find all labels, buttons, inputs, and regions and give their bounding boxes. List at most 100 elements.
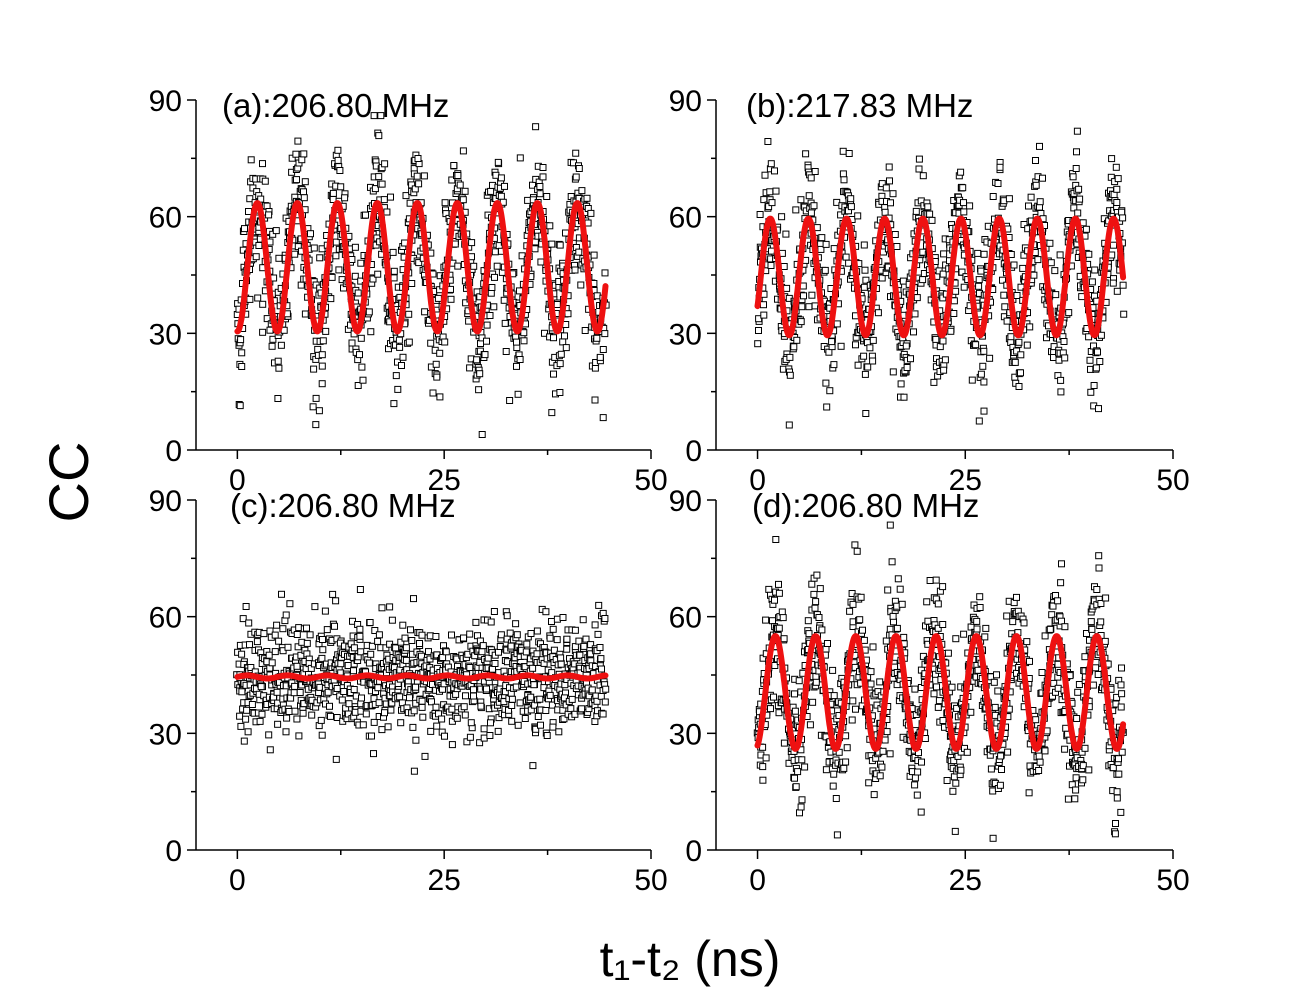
data-point bbox=[278, 590, 285, 598]
data-point bbox=[779, 614, 787, 622]
data-point bbox=[572, 173, 580, 181]
data-point bbox=[822, 379, 830, 387]
data-point bbox=[1038, 669, 1046, 676]
data-point bbox=[294, 137, 302, 145]
data-point bbox=[532, 123, 540, 131]
data-point bbox=[427, 339, 435, 347]
data-point bbox=[974, 249, 982, 257]
panel-title: (b):217.83 MHz bbox=[746, 87, 973, 124]
data-point bbox=[1052, 291, 1060, 299]
data-point bbox=[866, 344, 874, 352]
data-point bbox=[786, 371, 794, 379]
data-point bbox=[1009, 618, 1017, 626]
data-point bbox=[853, 547, 861, 555]
data-point bbox=[323, 626, 331, 634]
data-point bbox=[318, 380, 326, 388]
data-point bbox=[1113, 287, 1121, 295]
data-point bbox=[822, 766, 830, 774]
data-point bbox=[1071, 795, 1079, 803]
data-point bbox=[383, 208, 391, 216]
data-point bbox=[300, 188, 307, 196]
data-point bbox=[462, 692, 469, 700]
data-point bbox=[487, 187, 495, 195]
data-point bbox=[253, 638, 261, 646]
data-point bbox=[989, 787, 997, 795]
data-point bbox=[315, 407, 323, 415]
data-point bbox=[598, 665, 605, 673]
data-point bbox=[242, 715, 250, 723]
data-point bbox=[830, 692, 838, 700]
data-point bbox=[878, 763, 886, 771]
data-point bbox=[588, 686, 596, 694]
data-point bbox=[369, 275, 377, 283]
data-point bbox=[975, 276, 983, 284]
data-point bbox=[432, 360, 440, 368]
data-point bbox=[439, 654, 447, 661]
data-point bbox=[483, 337, 490, 345]
y-tick-label: 60 bbox=[669, 202, 702, 235]
data-point bbox=[436, 349, 444, 357]
data-point bbox=[1051, 267, 1059, 275]
data-point bbox=[429, 389, 437, 397]
data-point bbox=[357, 334, 365, 342]
data-point bbox=[316, 254, 324, 262]
data-point bbox=[762, 754, 770, 762]
data-point bbox=[317, 716, 325, 724]
data-point bbox=[830, 245, 838, 253]
data-point bbox=[860, 241, 868, 249]
data-point bbox=[795, 677, 803, 685]
data-point bbox=[378, 180, 386, 188]
data-point bbox=[940, 250, 948, 258]
data-point bbox=[879, 747, 887, 755]
data-point bbox=[1115, 770, 1123, 778]
data-point bbox=[993, 671, 1000, 679]
data-point bbox=[258, 710, 266, 718]
data-point bbox=[856, 616, 864, 624]
data-point bbox=[1075, 185, 1083, 193]
y-tick-label: 0 bbox=[685, 435, 702, 468]
data-point bbox=[522, 648, 530, 656]
data-point bbox=[768, 247, 775, 255]
data-point bbox=[501, 182, 508, 190]
data-point bbox=[917, 808, 925, 816]
data-point bbox=[833, 320, 841, 328]
data-point bbox=[1055, 356, 1063, 364]
data-point bbox=[975, 417, 983, 425]
data-point bbox=[980, 347, 988, 355]
data-point bbox=[847, 195, 855, 203]
data-point bbox=[418, 631, 426, 639]
data-point bbox=[487, 719, 494, 727]
data-point bbox=[886, 750, 894, 758]
data-point bbox=[887, 199, 894, 207]
data-point bbox=[950, 773, 958, 781]
panel-title: (d):206.80 MHz bbox=[752, 487, 979, 524]
data-point bbox=[303, 624, 310, 632]
data-point bbox=[579, 616, 587, 624]
data-point bbox=[546, 222, 554, 230]
data-point bbox=[266, 746, 274, 754]
data-point bbox=[388, 616, 396, 624]
data-point bbox=[859, 626, 866, 634]
data-point bbox=[587, 209, 595, 217]
data-point bbox=[1113, 794, 1121, 802]
data-point bbox=[396, 693, 404, 701]
data-point bbox=[543, 193, 551, 200]
data-point bbox=[867, 668, 875, 676]
data-point bbox=[319, 337, 327, 345]
y-axis-title: CC bbox=[37, 442, 100, 523]
data-point bbox=[900, 393, 908, 401]
data-point bbox=[1087, 388, 1095, 396]
panel-d: 0 30 60 90 0 25 50 (d):206.80 MHz bbox=[669, 485, 1190, 897]
data-point bbox=[798, 303, 806, 311]
data-point bbox=[563, 635, 571, 643]
data-point bbox=[419, 713, 427, 721]
data-point bbox=[356, 625, 364, 633]
data-point bbox=[939, 337, 947, 345]
data-point bbox=[468, 239, 476, 247]
data-point bbox=[466, 733, 474, 741]
data-point bbox=[370, 750, 377, 758]
data-point bbox=[486, 312, 494, 319]
data-point bbox=[550, 334, 557, 342]
data-point bbox=[434, 294, 442, 302]
data-point bbox=[934, 703, 942, 711]
